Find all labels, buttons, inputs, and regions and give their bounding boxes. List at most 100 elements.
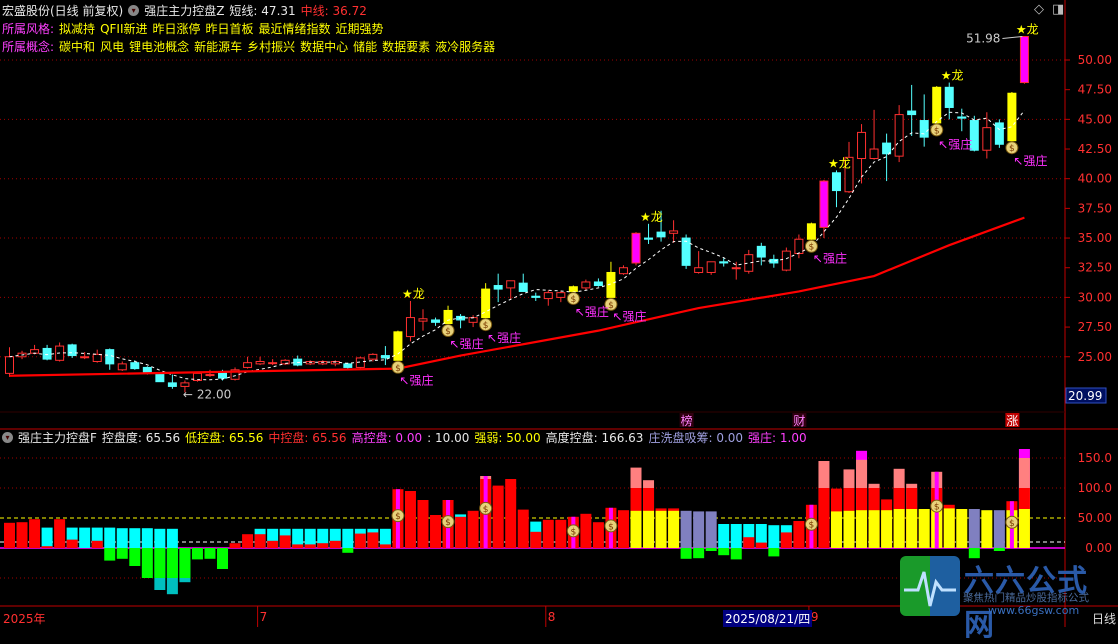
indicator-header: ▾ 强庄主力控盘F 控盘度: 65.56 低控盘: 65.56 中控盘: 65.56… [2, 429, 807, 446]
bar-segment [517, 509, 529, 548]
readout-label: 控盘度: [101, 431, 142, 445]
panel-toggle-icon[interactable]: ◨ [1052, 2, 1065, 17]
bar-segment [329, 528, 341, 548]
style-tag[interactable]: 昨日首板 [205, 22, 254, 36]
candle-body [117, 363, 127, 371]
bar-segment [204, 548, 216, 559]
bar-segment [279, 535, 291, 548]
candle-body [42, 347, 52, 360]
candle-body [581, 281, 591, 289]
indicator-bar [830, 488, 842, 548]
strong-label: ↖强庄 [938, 136, 972, 151]
candle [644, 223, 654, 244]
candle-body [593, 281, 603, 287]
bag-shape [391, 360, 405, 374]
candle-body [368, 353, 378, 360]
candle-body [669, 230, 679, 234]
indicator-bar [242, 534, 254, 548]
indicator-bar [104, 527, 116, 561]
candle-body [343, 363, 353, 368]
bag-shape [1005, 141, 1019, 155]
sub-indicator-name[interactable]: 强庄主力控盘F [18, 431, 97, 445]
candle [67, 343, 77, 358]
indicator-readout: 强庄: 1.00 [748, 429, 807, 446]
indicator-menu-icon[interactable]: ▾ [128, 5, 140, 16]
indicator-bar [217, 548, 229, 569]
style-tag[interactable]: 最近情绪指数 [258, 22, 331, 36]
readout-label: 庄洗盘吸筹: [648, 431, 713, 445]
money-bag-icon: $ [1005, 141, 1019, 155]
concept-tag[interactable]: 锂电池概念 [129, 40, 190, 54]
candle [819, 179, 829, 239]
candle-body [155, 374, 165, 383]
concept-tag[interactable]: 碳中和 [59, 40, 96, 54]
bar-segment [66, 527, 78, 548]
candle-body [418, 318, 428, 322]
annotation-arrow [1002, 35, 1023, 39]
bag-symbol: $ [608, 522, 614, 532]
concept-tag[interactable]: 数据中心 [300, 40, 349, 54]
bar-segment [129, 548, 141, 566]
indicator-bar [116, 528, 128, 559]
candle [205, 369, 215, 377]
style-tag[interactable]: 昨日涨停 [152, 22, 201, 36]
diamond-icon[interactable]: ◇ [1034, 2, 1044, 17]
concept-tag[interactable]: 数据要素 [382, 40, 431, 54]
bag-shape [479, 318, 493, 332]
bar-segment [906, 509, 918, 548]
bar-segment [768, 525, 780, 548]
indicator-bar [793, 521, 805, 548]
bag-symbol: $ [570, 295, 576, 305]
candle-body [882, 142, 892, 155]
concept-tag[interactable]: 风电 [100, 40, 125, 54]
bar-segment [342, 548, 354, 553]
candle-body [268, 362, 278, 365]
indicator-readout: 高度控盘: 166.63 [546, 429, 644, 446]
candle-body [380, 355, 390, 359]
indicator-bar [517, 509, 529, 548]
bar-segment [229, 543, 241, 548]
bar-segment [41, 527, 53, 548]
candle [42, 344, 52, 361]
candle [506, 280, 516, 300]
concept-tag[interactable]: 液冷服务器 [435, 40, 496, 54]
indicator-bar [868, 483, 880, 548]
bar-segment [893, 509, 905, 548]
candle [80, 352, 90, 360]
indicator-bar [718, 524, 730, 556]
bar-segment [592, 522, 604, 548]
indicator-bar [730, 524, 742, 560]
indicator-menu-icon[interactable]: ▾ [2, 432, 13, 443]
candle [606, 261, 616, 299]
style-tag[interactable]: QFII新进 [100, 22, 148, 36]
indicator-name[interactable]: 强庄主力控盘Z [144, 4, 225, 18]
stock-title[interactable]: 宏盛股份(日线 前复权) [2, 4, 124, 18]
period-selector[interactable]: 日线 [1092, 612, 1117, 626]
concept-tag[interactable]: 新能源车 [194, 40, 243, 54]
candle-body [506, 280, 516, 289]
bar-segment [693, 511, 705, 548]
price-tick-label: 25.00 [1078, 350, 1112, 364]
style-tag[interactable]: 拟减持 [59, 22, 96, 36]
bag-shape [479, 501, 493, 515]
candle [944, 82, 954, 120]
candle-body [80, 356, 90, 359]
price-annotation: 51.98 [966, 31, 1000, 45]
candle-body [92, 353, 102, 362]
bar-segment [818, 488, 830, 548]
indicator-bar [981, 510, 993, 548]
style-tag[interactable]: 近期强势 [335, 22, 384, 36]
stock-chart[interactable]: $$$$ $ $$$ $$$$$$$$↖强庄↖强庄 ↖强庄↖强庄 ↖强庄↖强庄↖强庄↖强… [0, 0, 1118, 627]
bar-segment [1018, 509, 1030, 548]
concept-tag[interactable]: 储能 [353, 40, 378, 54]
candle [443, 305, 453, 326]
bag-symbol: $ [483, 505, 489, 515]
bar-segment [505, 479, 517, 548]
money-bag-icon: $ [391, 509, 405, 523]
current-price-label: 20.99 [1068, 389, 1102, 403]
candle-body [180, 382, 190, 387]
indicator-bar [680, 510, 692, 559]
indicator-bar [367, 528, 379, 548]
concept-tag[interactable]: 乡村振兴 [247, 40, 296, 54]
bar-segment [16, 522, 28, 548]
